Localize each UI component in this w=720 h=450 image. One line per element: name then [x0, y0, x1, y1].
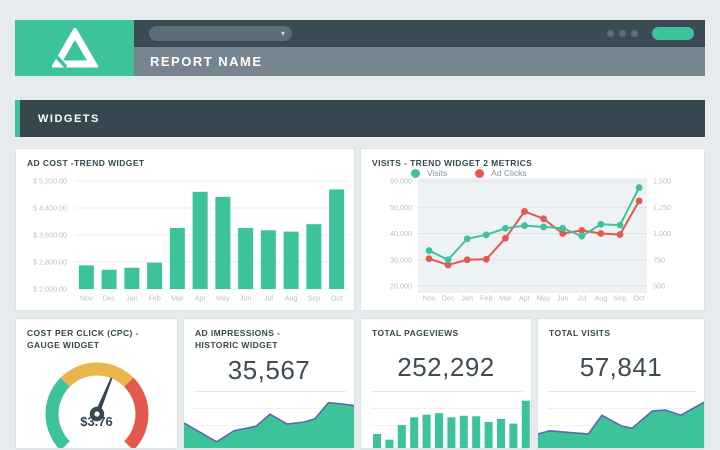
topbar: ▾ REPORT NAME [15, 20, 705, 76]
svg-text:20,000: 20,000 [390, 282, 412, 291]
gridline [194, 391, 346, 392]
widgets-section-header: WIDGETS [15, 100, 705, 137]
svg-text:$ 4,400.00: $ 4,400.00 [33, 204, 67, 213]
visits-line-chart: 60,000 1,500 50,000 1,250 40,000 1,000 30,000 7… [390, 177, 671, 303]
svg-text:$ 3,600.00: $ 3,600.00 [33, 231, 67, 240]
report-name: REPORT NAME [150, 54, 263, 69]
svg-text:Oct: Oct [634, 294, 645, 303]
svg-text:Aug: Aug [595, 294, 608, 303]
metric-value: 57,841 [579, 352, 663, 382]
cpc-gauge-widget-card: COST PER CLICK (CPC) - GAUGE WIDGET $3.7… [15, 318, 178, 449]
chevron-down-icon: ▾ [280, 29, 285, 38]
svg-text:Dec: Dec [103, 294, 116, 303]
svg-text:1,000: 1,000 [653, 229, 671, 238]
legend-item-ad-clicks: Ad Clicks [475, 168, 527, 178]
widget-title: COST PER CLICK (CPC) - GAUGE WIDGET [27, 328, 139, 350]
chart-legend: Visits Ad Clicks [411, 168, 527, 178]
search-input[interactable]: ▾ [149, 26, 292, 41]
svg-text:Feb: Feb [148, 294, 160, 303]
svg-text:Nov: Nov [80, 294, 93, 303]
logo[interactable] [15, 20, 134, 76]
menu-dot-icon[interactable] [631, 30, 638, 37]
legend-label: Ad Clicks [491, 168, 527, 178]
visits-legend-dot-icon [411, 168, 420, 178]
visits-trend-widget-card: VISITS - TREND WIDGET 2 METRICS Visits A… [360, 148, 705, 311]
section-title: WIDGETS [38, 112, 100, 125]
svg-text:Jan: Jan [126, 294, 138, 303]
metric-value: 35,567 [227, 355, 311, 385]
svg-text:40,000: 40,000 [390, 229, 412, 238]
svg-text:May: May [537, 294, 551, 303]
action-pill-button[interactable] [652, 27, 694, 40]
svg-text:1,250: 1,250 [653, 203, 671, 212]
topbar-main: ▾ REPORT NAME [134, 20, 705, 76]
ad-cost-widget-card: AD COST -TREND WIDGET $ 5,200.00 $ 4,400.… [15, 148, 355, 311]
gridline [371, 391, 523, 392]
svg-text:Jul: Jul [264, 294, 274, 303]
topbar-actions [607, 27, 694, 40]
svg-text:Mar: Mar [171, 294, 184, 303]
menu-dot-icon[interactable] [619, 30, 626, 37]
gridline [371, 425, 523, 426]
svg-text:Mar: Mar [499, 294, 512, 303]
legend-label: Visits [427, 168, 448, 178]
widget-title: TOTAL VISITS [549, 328, 611, 338]
gridline [548, 408, 696, 409]
metric-value: 252,292 [397, 352, 495, 382]
browser-bar: ▾ [134, 20, 705, 47]
total-pageviews-widget-card: TOTAL PAGEVIEWS 252,292 [360, 318, 532, 449]
svg-text:$ 2,000.00: $ 2,000.00 [33, 285, 67, 294]
svg-text:Apr: Apr [519, 294, 531, 303]
gridline [371, 408, 523, 409]
ad-clicks-legend-dot-icon [475, 168, 485, 178]
widget-title: AD IMPRESSIONS - HISTORIC WIDGET [195, 328, 281, 350]
svg-text:Sep: Sep [614, 294, 627, 303]
svg-text:Jun: Jun [240, 294, 252, 303]
svg-text:$ 2,800.00: $ 2,800.00 [33, 258, 67, 267]
svg-text:30,000: 30,000 [390, 255, 412, 264]
svg-text:Oct: Oct [331, 294, 342, 303]
svg-text:60,000: 60,000 [390, 177, 412, 186]
total-visits-widget-card: TOTAL VISITS 57,841 [537, 318, 705, 449]
svg-text:1,500: 1,500 [653, 177, 671, 186]
svg-text:Nov: Nov [423, 294, 436, 303]
svg-text:750: 750 [653, 255, 665, 264]
svg-text:May: May [216, 294, 230, 303]
svg-text:Jul: Jul [577, 294, 587, 303]
report-name-bar: REPORT NAME [134, 47, 705, 76]
widget-title: TOTAL PAGEVIEWS [372, 328, 459, 338]
impressions-area-sparkline [184, 401, 354, 448]
gridline [371, 442, 523, 443]
menu-dot-icon[interactable] [607, 30, 614, 37]
ad-cost-bar-chart: $ 5,200.00 $ 4,400.00 $ 3,600.00 $ 2,800.00… [33, 177, 348, 303]
ad-impressions-widget-card: AD IMPRESSIONS - HISTORIC WIDGET 35,567 [183, 318, 355, 449]
widget-title: AD COST -TREND WIDGET [27, 158, 145, 168]
widget-title: VISITS - TREND WIDGET 2 METRICS [372, 158, 533, 168]
gauge-value: $3.76 [80, 414, 113, 429]
legend-item-visits: Visits [411, 168, 447, 178]
svg-text:50,000: 50,000 [390, 203, 412, 212]
svg-text:$ 5,200.00: $ 5,200.00 [33, 177, 67, 186]
svg-text:Jan: Jan [461, 294, 473, 303]
visits-area-sparkline [538, 401, 704, 448]
triangle-logo-icon [51, 28, 98, 68]
gridline [194, 408, 346, 409]
cpc-gauge-chart [45, 362, 149, 448]
svg-text:Sep: Sep [307, 294, 320, 303]
svg-text:Aug: Aug [285, 294, 298, 303]
svg-text:Apr: Apr [195, 294, 207, 303]
pageviews-bar-sparkline [373, 400, 530, 448]
svg-text:500: 500 [653, 282, 665, 291]
svg-text:Feb: Feb [480, 294, 492, 303]
gridline [548, 391, 696, 392]
svg-text:Dec: Dec [442, 294, 455, 303]
svg-text:Jun: Jun [557, 294, 569, 303]
